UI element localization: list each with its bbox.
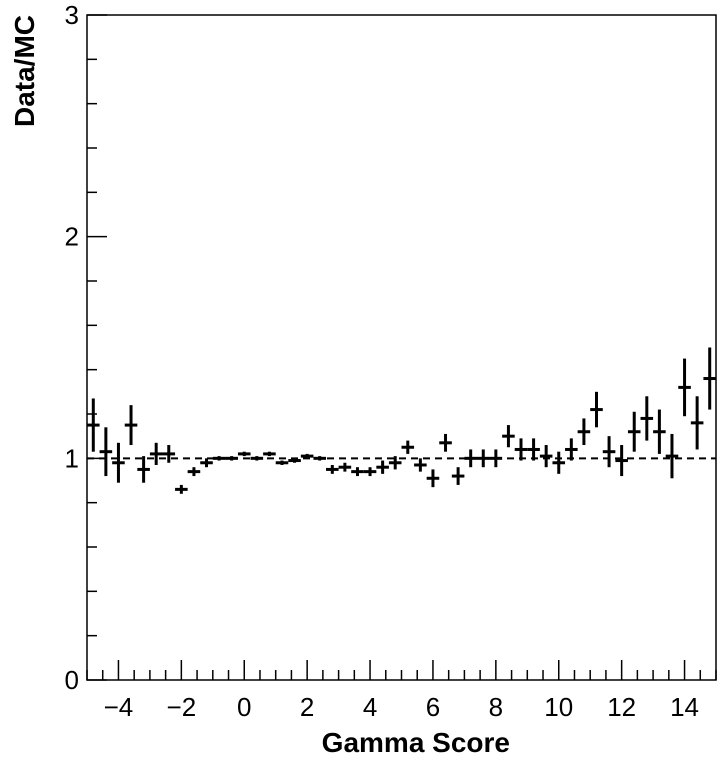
- x-tick-label: 8: [489, 692, 503, 722]
- data-point: [640, 396, 654, 441]
- x-tick-label: 12: [607, 692, 636, 722]
- data-point: [376, 460, 389, 474]
- data-point: [162, 445, 176, 463]
- x-tick-label: −4: [104, 692, 134, 722]
- data-point: [627, 411, 641, 452]
- y-tick-label: 0: [65, 665, 79, 695]
- x-tick-label: 0: [237, 692, 251, 722]
- data-point: [351, 467, 364, 477]
- data-point: [87, 398, 100, 452]
- data-point: [99, 427, 113, 477]
- x-tick-label: 2: [300, 692, 314, 722]
- data-point: [175, 484, 188, 494]
- data-point: [439, 433, 452, 452]
- data-point: [690, 396, 704, 450]
- data-point: [363, 467, 377, 477]
- y-tick-label: 3: [65, 0, 79, 30]
- data-point: [502, 425, 515, 448]
- y-tick-label: 2: [65, 222, 79, 252]
- axes-group: [86, 14, 717, 681]
- data-point: [514, 438, 528, 461]
- x-axis-title: Gamma Score: [322, 727, 510, 758]
- data-point: [489, 449, 503, 468]
- data-point: [653, 409, 666, 454]
- data-point: [237, 451, 251, 457]
- data-point: [326, 464, 339, 474]
- data-point: [602, 436, 616, 468]
- data-point: [678, 358, 691, 417]
- data-point: [313, 456, 327, 461]
- data-point: [288, 458, 301, 463]
- y-axis-title: Data/MC: [9, 15, 40, 127]
- data-point: [426, 469, 440, 488]
- data-point: [464, 449, 477, 468]
- x-tick-label: 14: [670, 692, 699, 722]
- data-point: [665, 433, 679, 479]
- data-point: [703, 347, 716, 410]
- x-tick-label: −2: [167, 692, 197, 722]
- x-tick-label: 6: [426, 692, 440, 722]
- data-point: [300, 453, 314, 459]
- x-tick-label: 4: [363, 692, 377, 722]
- y-tick-label: 1: [65, 443, 79, 473]
- data-point: [577, 418, 591, 446]
- x-tick-label: 10: [544, 692, 573, 722]
- data-point: [539, 445, 553, 468]
- data-point: [338, 462, 352, 472]
- data-point: [476, 449, 490, 468]
- data-point: [149, 442, 163, 465]
- data-point: [124, 405, 138, 446]
- data-point: [527, 438, 540, 461]
- data-point: [275, 460, 289, 465]
- data-point: [200, 458, 213, 468]
- data-point: [401, 440, 415, 454]
- data-point: [263, 451, 276, 457]
- data-point: [590, 391, 603, 428]
- data-point: [414, 458, 427, 472]
- data-point: [137, 456, 150, 483]
- data-point: [225, 456, 238, 461]
- data-point: [388, 456, 402, 470]
- data-point: [187, 467, 201, 477]
- data-point: [565, 438, 578, 461]
- data-point: [451, 467, 465, 485]
- data-points-group: [87, 347, 716, 494]
- data-point: [212, 456, 226, 461]
- data-point: [552, 451, 566, 474]
- data-point: [250, 456, 264, 461]
- data-point: [615, 445, 628, 477]
- data-point: [112, 442, 125, 483]
